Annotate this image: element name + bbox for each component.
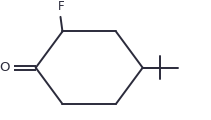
- Text: F: F: [58, 0, 65, 13]
- Text: O: O: [0, 61, 10, 74]
